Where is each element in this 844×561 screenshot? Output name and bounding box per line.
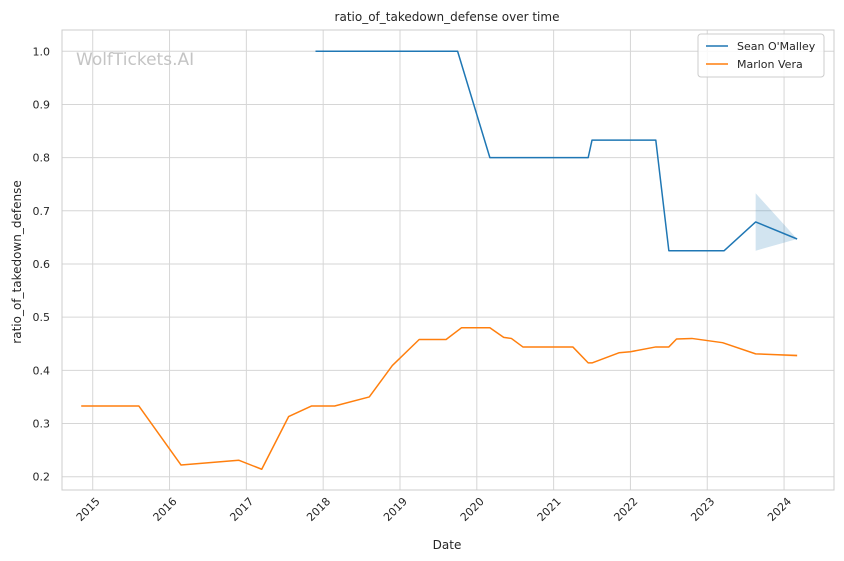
y-tick-label: 0.6: [33, 258, 51, 271]
y-axis-ticks: 0.2 0.3 0.4 0.5 0.6 0.7 0.8 0.9 1.0: [33, 45, 51, 483]
y-tick-label: 0.7: [33, 205, 51, 218]
y-tick-label: 0.2: [33, 471, 51, 484]
series-lines: [81, 50, 798, 471]
plot-frame: [61, 29, 835, 491]
chart-title: ratio_of_takedown_defense over time: [335, 10, 560, 24]
y-tick-label: 0.4: [33, 364, 51, 377]
y-tick-label: 1.0: [33, 45, 51, 58]
y-tick-label: 0.9: [33, 98, 51, 111]
y-axis-label: ratio_of_takedown_defense: [10, 180, 24, 343]
legend: Sean O'Malley Marlon Vera: [697, 33, 825, 78]
y-tick-label: 0.5: [33, 311, 51, 324]
x-axis-label: Date: [433, 538, 462, 552]
confidence-band-sean-o-malley: [755, 193, 798, 251]
legend-box: [697, 33, 825, 78]
watermark: WolfTickets.AI: [76, 50, 194, 70]
legend-label-marlon-vera: Marlon Vera: [737, 58, 803, 71]
legend-label-sean-omalley: Sean O'Malley: [737, 40, 816, 53]
series-line-sean-o-malley: [315, 50, 798, 252]
y-tick-label: 0.3: [33, 418, 51, 431]
series-line-marlon-vera: [81, 327, 798, 471]
y-tick-label: 0.8: [33, 152, 51, 165]
